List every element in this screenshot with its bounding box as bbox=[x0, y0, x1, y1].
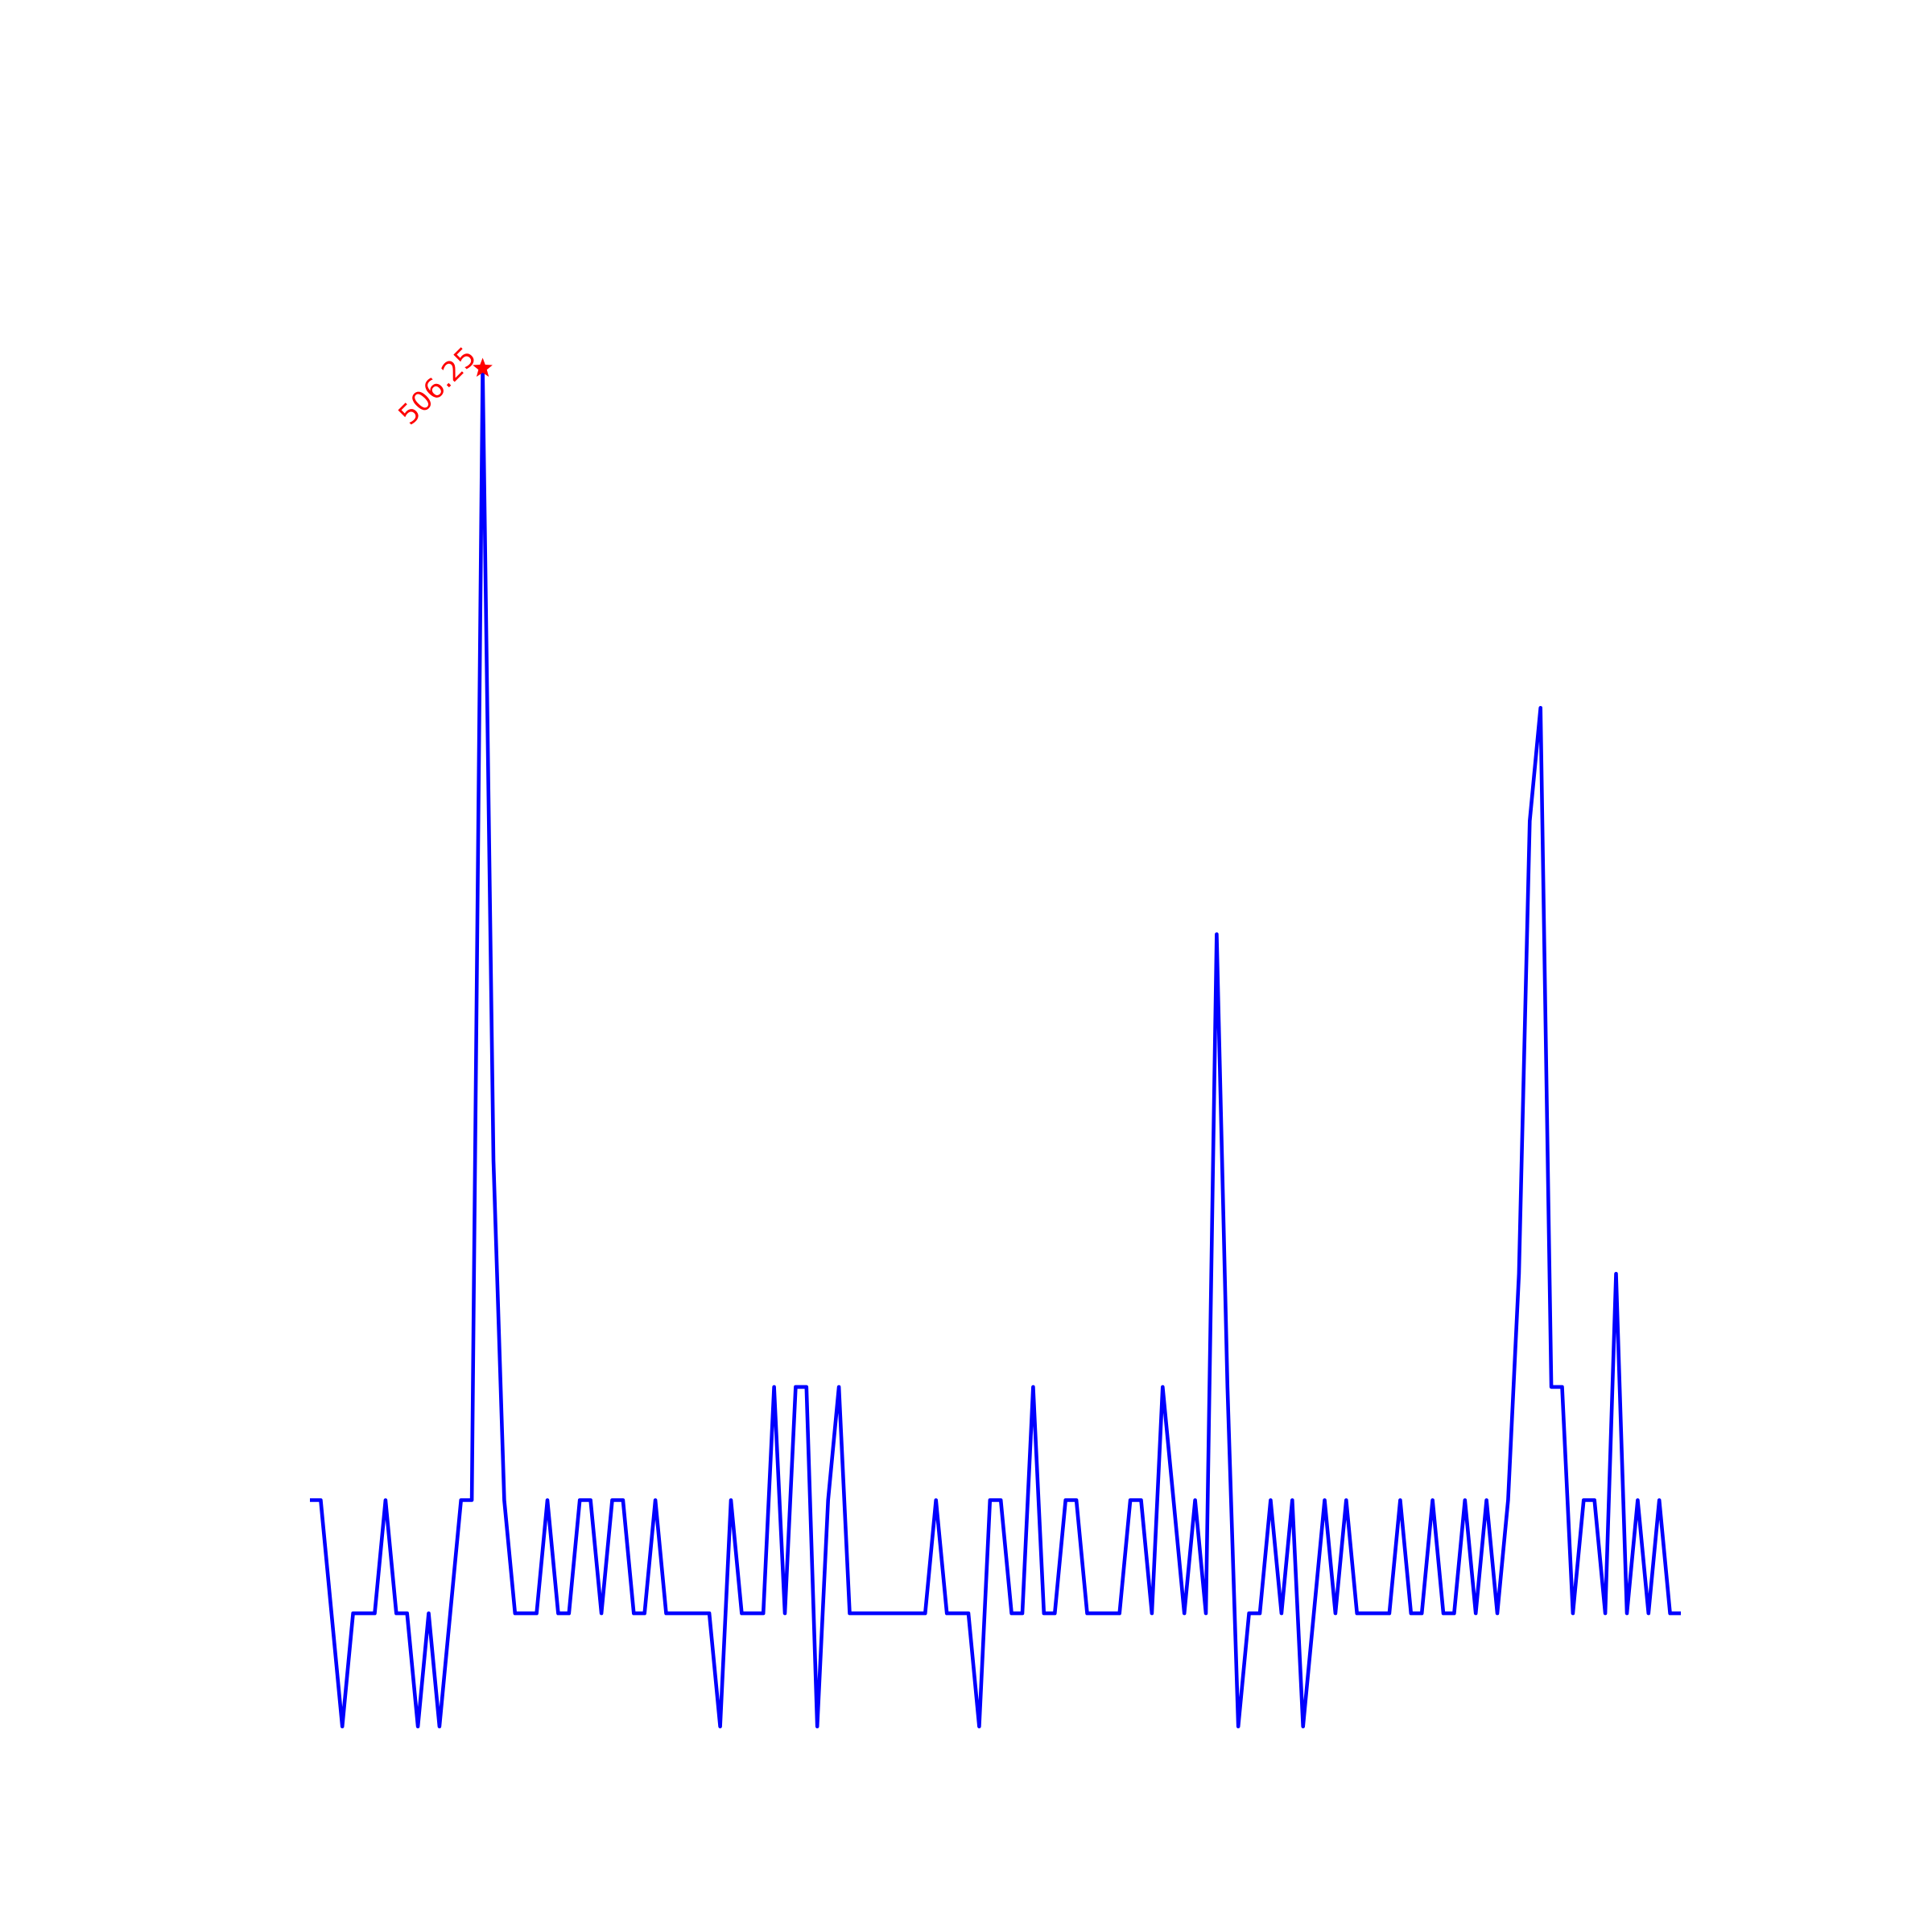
max-label: 506.25 bbox=[393, 341, 483, 431]
data-line bbox=[310, 366, 1681, 1728]
max-marker bbox=[473, 357, 493, 377]
